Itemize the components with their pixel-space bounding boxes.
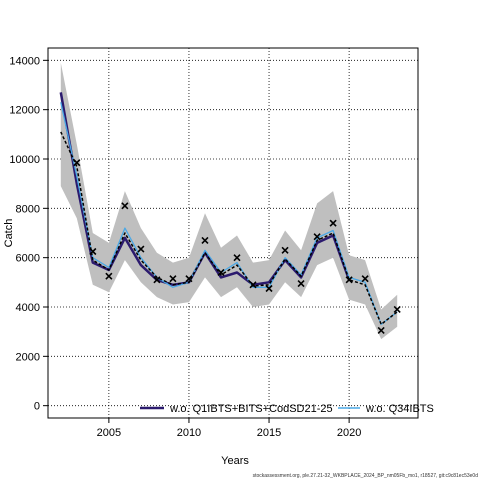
observation-point (105, 272, 113, 280)
series-lines (59, 92, 398, 326)
plot-background (48, 48, 418, 418)
observation-point (377, 326, 385, 334)
plot-frame (47, 47, 419, 419)
observation-point (201, 236, 209, 244)
y-tick-label: 4000 (16, 302, 40, 314)
observation-point (265, 284, 273, 293)
observation-point (153, 276, 161, 284)
observation-point (329, 219, 337, 227)
observation-point (185, 275, 193, 283)
observation-markers (73, 159, 401, 334)
x-axis-title: Years (221, 455, 249, 467)
observation-point (89, 247, 97, 256)
observation-point (393, 305, 401, 314)
observation-point (137, 245, 145, 253)
observation-point (345, 276, 353, 284)
series-line-3 (60, 131, 398, 326)
observation-point (233, 254, 241, 262)
y-tick-label: 2000 (16, 351, 40, 363)
x-tick-label: 2020 (337, 427, 361, 439)
x-tick-label: 2005 (97, 427, 121, 439)
y-tick-label: 6000 (16, 253, 40, 265)
y-tick-label: 0 (34, 401, 40, 413)
x-axis: 2005 2010 2015 2020 (97, 418, 361, 439)
legend-label-series-1: w.o. Q1IBTS+BITS+CodSD21-25 (169, 403, 333, 415)
observation-point (121, 202, 129, 210)
legend-label-series-2: w.o. Q34IBTS (365, 403, 434, 415)
y-tick-label: 14000 (9, 55, 40, 67)
y-tick-label: 10000 (9, 154, 40, 166)
legend: w.o. Q1IBTS+BITS+CodSD21-25 w.o. Q34IBTS (140, 403, 434, 415)
y-axis: 0 2000 4000 6000 8000 10000 12000 14000 (9, 55, 48, 413)
observation-point (313, 233, 321, 241)
observation-point (169, 275, 177, 283)
observation-point (73, 159, 81, 167)
y-axis-title: Catch (3, 219, 15, 248)
x-tick-label: 2015 (257, 427, 281, 439)
observation-point (361, 275, 369, 283)
series-line-2 (60, 102, 398, 325)
footer-caption: stockassessment.org, ple.27.21-32_WKBPLA… (253, 473, 479, 479)
y-tick-label: 8000 (16, 203, 40, 215)
observation-point (281, 246, 289, 254)
x-tick-label: 2010 (177, 427, 201, 439)
observation-point (249, 281, 257, 289)
observation-point (217, 268, 225, 277)
y-tick-label: 12000 (9, 105, 40, 117)
observation-point (297, 280, 305, 288)
